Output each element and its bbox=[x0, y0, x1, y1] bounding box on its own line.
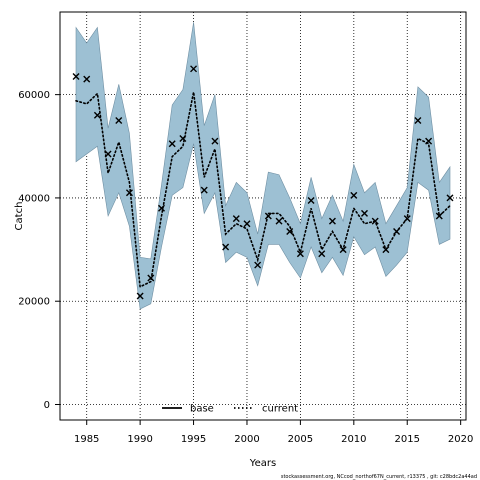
y-axis-title: Catch bbox=[14, 202, 25, 231]
observed-point-2018 bbox=[435, 212, 443, 220]
observed-point-stroke bbox=[382, 246, 390, 254]
observed-point-2007 bbox=[318, 250, 326, 258]
observed-point-stroke bbox=[200, 186, 208, 194]
observed-point-stroke bbox=[307, 197, 315, 205]
x-tick-label-2010: 2010 bbox=[341, 434, 366, 445]
plot-frame bbox=[59, 11, 467, 421]
y-tick-label-60000: 60000 bbox=[18, 90, 50, 101]
observed-point-stroke bbox=[147, 274, 155, 282]
observed-point-stroke bbox=[168, 140, 176, 148]
observed-point-2009 bbox=[339, 246, 347, 254]
observed-point-stroke bbox=[393, 227, 401, 235]
observed-point-1989 bbox=[125, 189, 133, 197]
observed-point-stroke bbox=[115, 116, 123, 124]
observed-point-stroke bbox=[232, 215, 240, 223]
observed-point-1984 bbox=[72, 73, 80, 81]
observed-point-1994 bbox=[179, 135, 187, 143]
observed-point-2015 bbox=[403, 215, 411, 223]
observed-point-1988 bbox=[115, 116, 123, 124]
observed-point-stroke bbox=[318, 250, 326, 258]
legend: base current bbox=[162, 404, 298, 415]
x-tick-label-2015: 2015 bbox=[395, 434, 420, 445]
observed-point-1991 bbox=[147, 274, 155, 282]
observed-point-2012 bbox=[371, 217, 379, 225]
observed-point-2002 bbox=[264, 212, 272, 220]
observed-point-stroke bbox=[254, 261, 262, 269]
observed-point-1997 bbox=[211, 137, 219, 145]
observed-point-1998 bbox=[222, 243, 230, 251]
x-tick-label-2020: 2020 bbox=[448, 434, 473, 445]
observed-point-stroke bbox=[158, 204, 165, 212]
observed-point-stroke bbox=[125, 189, 133, 197]
observed-point-stroke bbox=[425, 137, 433, 145]
y-axis: 0 20000 40000 60000 bbox=[18, 90, 60, 411]
observed-point-2000 bbox=[243, 220, 251, 228]
observed-point-stroke bbox=[286, 227, 294, 235]
observed-point-1995 bbox=[190, 65, 198, 73]
estimate-line-layer bbox=[75, 91, 451, 289]
observed-point-stroke bbox=[136, 292, 144, 300]
observed-point-stroke bbox=[179, 135, 187, 143]
x-tick-label-1990: 1990 bbox=[127, 434, 152, 445]
y-tick-label-0: 0 bbox=[44, 400, 50, 411]
observed-point-stroke bbox=[371, 217, 379, 225]
legend-label-current: current bbox=[262, 404, 298, 415]
y-tick-label-20000: 20000 bbox=[18, 297, 50, 308]
observed-point-2016 bbox=[414, 116, 422, 124]
x-axis-title: Years bbox=[249, 458, 276, 469]
observed-point-2019 bbox=[446, 194, 454, 202]
confidence-band-current bbox=[75, 22, 451, 310]
observed-point-2013 bbox=[382, 246, 390, 254]
observed-point-stroke bbox=[328, 217, 336, 225]
observed-point-1986 bbox=[93, 111, 101, 119]
series-line-current bbox=[75, 91, 451, 289]
observed-point-2008 bbox=[328, 217, 336, 225]
observed-point-stroke bbox=[211, 137, 219, 145]
observed-point-stroke bbox=[72, 73, 80, 81]
observed-point-2004 bbox=[286, 227, 294, 235]
observed-point-2005 bbox=[296, 250, 304, 258]
observed-point-2003 bbox=[275, 217, 283, 225]
observed-point-stroke bbox=[275, 217, 283, 225]
observed-point-2011 bbox=[361, 209, 368, 217]
observed-point-stroke bbox=[403, 215, 411, 223]
observed-point-stroke bbox=[435, 212, 443, 220]
footnote: stockassessment.org, NCcod_northof67N_cu… bbox=[281, 474, 477, 480]
observed-point-2010 bbox=[350, 191, 358, 199]
observed-point-stroke bbox=[361, 209, 368, 217]
observed-point-2017 bbox=[425, 137, 433, 145]
observed-point-1987 bbox=[104, 150, 112, 158]
observed-point-stroke bbox=[222, 243, 230, 251]
x-tick-label-1995: 1995 bbox=[181, 434, 206, 445]
y-tick-label-40000: 40000 bbox=[18, 193, 50, 204]
observed-point-stroke bbox=[264, 212, 272, 220]
observed-point-1996 bbox=[200, 186, 208, 194]
observed-point-stroke bbox=[243, 220, 251, 228]
observed-point-1993 bbox=[168, 140, 176, 148]
observed-point-stroke bbox=[83, 75, 91, 83]
observed-markers-layer bbox=[72, 65, 454, 300]
observed-point-1985 bbox=[83, 75, 91, 83]
observed-point-2001 bbox=[254, 261, 262, 269]
observed-point-1999 bbox=[232, 215, 240, 223]
observed-point-stroke bbox=[296, 250, 304, 258]
observed-point-stroke bbox=[93, 111, 101, 119]
observed-point-stroke bbox=[350, 191, 358, 199]
observed-point-stroke bbox=[190, 65, 198, 73]
observed-point-1992 bbox=[158, 204, 165, 212]
x-axis: 1985 1990 1995 2000 2005 2010 2015 2020 bbox=[74, 420, 473, 445]
observed-point-1990 bbox=[136, 292, 144, 300]
legend-label-base: base bbox=[190, 404, 214, 415]
x-tick-label-2005: 2005 bbox=[288, 434, 313, 445]
observed-point-2006 bbox=[307, 197, 315, 205]
observed-point-stroke bbox=[414, 116, 422, 124]
observed-point-stroke bbox=[104, 150, 112, 158]
observed-point-stroke bbox=[446, 194, 454, 202]
x-tick-label-1985: 1985 bbox=[74, 434, 99, 445]
observed-point-2014 bbox=[393, 227, 401, 235]
x-tick-label-2000: 2000 bbox=[234, 434, 259, 445]
observed-point-stroke bbox=[339, 246, 347, 254]
confidence-band-layer bbox=[75, 22, 451, 310]
